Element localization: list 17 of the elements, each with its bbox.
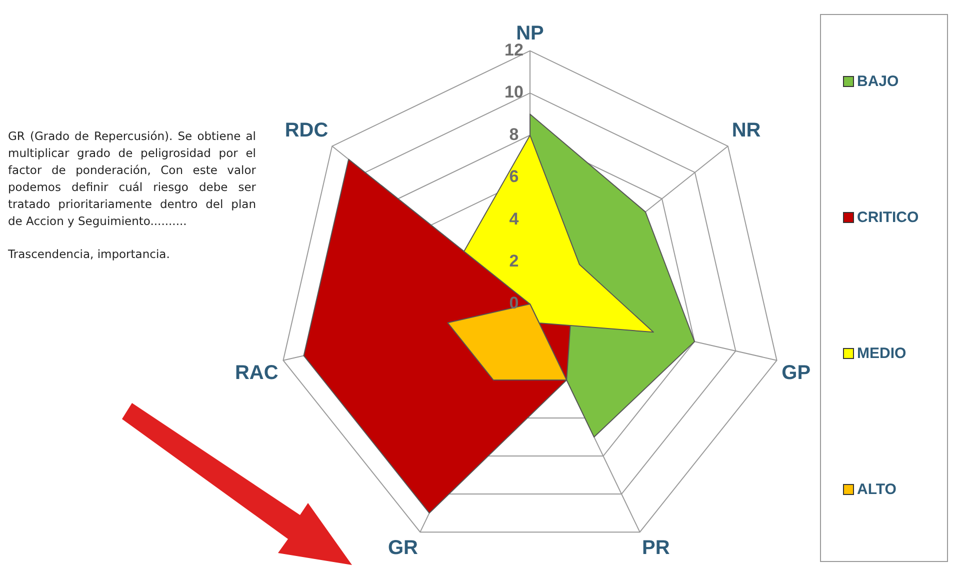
- y-tick-label: 2: [509, 251, 519, 270]
- legend-label: BAJO: [857, 73, 899, 90]
- spoke-label: RAC: [234, 362, 278, 384]
- text: GR (Grado de Repercusión). Se obtiene al multiplicar grado de peligrosidad por el factor de ponderación, Con este valor podemos definir cuál riesgo debe ser tratado prioritariamente dentro del plan de Accion y Seguimiento..........: [8, 128, 256, 230]
- spoke-label: GP: [782, 362, 811, 384]
- spoke-label: GR: [388, 537, 419, 560]
- y-tick-label: 4: [509, 209, 520, 228]
- y-tick-label: 6: [509, 167, 519, 186]
- text: Trascendencia, importancia.: [8, 246, 171, 263]
- legend-label: CRITICO: [857, 209, 919, 226]
- legend-label: MEDIO: [857, 345, 906, 362]
- y-tick-label: 10: [504, 82, 524, 102]
- spoke-label: RDC: [284, 120, 328, 142]
- legend-label: ALTO: [857, 481, 896, 498]
- spoke-label: NR: [732, 120, 762, 142]
- spoke-label: PR: [642, 537, 670, 560]
- y-tick-label: 8: [509, 124, 519, 144]
